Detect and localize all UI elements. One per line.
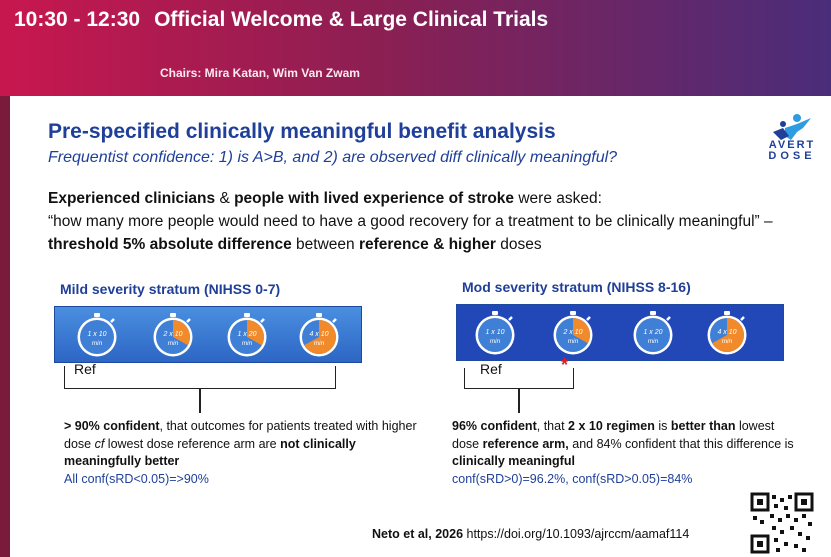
- timer-icon: 1 x 20 min: [633, 311, 673, 355]
- para-text-2: were asked:: [514, 190, 602, 207]
- session-chairs: Chairs: Mira Katan, Wim Van Zwam: [160, 66, 360, 80]
- qr-code-icon[interactable]: [750, 492, 814, 554]
- mild-bracket: [64, 366, 336, 389]
- timer-icon: 1 x 10 min: [475, 311, 515, 355]
- mild-note-text-2: lowest dose reference arm are: [104, 436, 281, 451]
- mild-note-bold-1: > 90% confident: [64, 419, 160, 433]
- slide-headline: Pre-specified clinically meaningful bene…: [48, 120, 556, 143]
- session-title: 10:30 - 12:30 Official Welcome & Large Cl…: [14, 8, 548, 32]
- mild-note-bold-2: not clinically meaningfully better: [64, 436, 356, 469]
- mod-note-text-1: , that: [536, 419, 569, 433]
- mod-bracket: [464, 368, 574, 389]
- logo-text: AVERT DOSE: [762, 140, 822, 162]
- timer-label: 4 x 10: [309, 331, 328, 338]
- avert-dose-logo-icon: [773, 114, 811, 140]
- para-text-1: &: [215, 190, 235, 207]
- timer-icon: 1 x 10 min: [77, 313, 117, 357]
- slide-subhead: Frequentist confidence: 1) is A>B, and 2…: [48, 149, 618, 166]
- timer-label: 2 x 10: [562, 329, 582, 336]
- timer-unit: min: [722, 338, 733, 345]
- mod-stratum-title: Mod severity stratum (NIHSS 8-16): [462, 279, 691, 295]
- mild-stratum-title: Mild severity stratum (NIHSS 0-7): [60, 281, 281, 297]
- timer-icon: 4 x 10 min: [707, 311, 747, 355]
- timer-label: 4 x 10: [717, 329, 736, 336]
- mild-note: > 90% confident, that outcomes for patie…: [64, 418, 424, 488]
- mod-note-bold-5: clinically meaningful: [452, 454, 575, 468]
- timer-icon: 1 x 20 min: [227, 313, 267, 357]
- mod-note-bold-2: 2 x 10 regimen: [568, 419, 655, 433]
- mild-timer-bar: 1 x 10 min 2 x 10 min 1 x 20 min 4 x 10 min: [54, 306, 362, 363]
- timer-label: 1 x 20: [643, 329, 662, 336]
- session-banner: 10:30 - 12:30 Official Welcome & Large Cl…: [0, 0, 831, 96]
- timer-unit: min: [92, 340, 103, 347]
- timer-label: 1 x 10: [485, 329, 504, 336]
- intro-paragraph: Experienced clinicians & people with liv…: [48, 187, 808, 256]
- timer-unit: min: [314, 340, 325, 347]
- mild-bracket-stem: [199, 389, 201, 413]
- para-bold-2: people with lived experience of stroke: [234, 190, 515, 207]
- mild-ref-label: Ref: [74, 361, 96, 377]
- timer-label: 1 x 10: [87, 331, 106, 338]
- significance-star: *: [561, 355, 569, 375]
- timer-label: 1 x 20: [237, 331, 256, 338]
- logo-line-2: DOSE: [768, 150, 816, 162]
- mod-ref-label: Ref: [480, 361, 502, 377]
- citation: Neto et al, 2026 https://doi.org/10.1093…: [372, 527, 689, 541]
- timer-unit: min: [242, 340, 253, 347]
- para-bold-1: Experienced clinicians: [48, 190, 216, 207]
- mod-note-bold-1: 96% confident: [452, 419, 537, 433]
- mod-timer-bar: 1 x 10 min 2 x 10 min 1 x 20 min 4 x 10 min: [456, 304, 784, 361]
- mild-note-stat: All conf(sRD<0.05)=>90%: [64, 471, 209, 486]
- timer-icon: 2 x 10 min: [153, 313, 193, 357]
- mod-note-text-4: and 84% confident that this difference i…: [568, 436, 794, 451]
- mod-note-bold-4: reference arm,: [482, 436, 569, 451]
- para-bold-3: threshold 5% absolute difference: [48, 236, 292, 253]
- citation-link[interactable]: https://doi.org/10.1093/ajrccm/aamaf114: [463, 527, 690, 541]
- timer-unit: min: [490, 338, 501, 345]
- timer-label: 2 x 10: [162, 331, 182, 338]
- mod-note: 96% confident, that 2 x 10 regimen is be…: [452, 418, 802, 488]
- slide-content: Pre-specified clinically meaningful bene…: [10, 96, 831, 557]
- mod-note-text-3: lowest dose: [452, 419, 775, 451]
- timer-unit: min: [568, 338, 579, 345]
- timer-icon: 2 x 10 min: [553, 311, 593, 355]
- para-text-5: doses: [495, 236, 542, 253]
- mod-note-text-2: is: [654, 419, 671, 433]
- session-time: 10:30 - 12:30: [14, 8, 141, 31]
- timer-unit: min: [168, 340, 179, 347]
- mod-note-stat: conf(sRD>0)=96.2%, conf(sRD>0.05)=84%: [452, 471, 693, 486]
- timer-icon: 4 x 10 min: [299, 313, 339, 357]
- mild-note-italic: cf: [94, 436, 105, 451]
- timer-unit: min: [648, 338, 659, 345]
- para-text-4: between: [291, 236, 359, 253]
- para-text-3: “how many more people would need to have…: [48, 213, 773, 230]
- mod-bracket-stem: [518, 389, 520, 413]
- session-name: Official Welcome & Large Clinical Trials: [154, 8, 549, 31]
- citation-authors: Neto et al, 2026: [372, 527, 464, 541]
- mod-note-bold-3: better than: [670, 419, 736, 433]
- mild-note-text-1: , that outcomes for patients treated wit…: [64, 419, 417, 451]
- para-bold-4: reference & higher: [358, 236, 496, 253]
- logo-line-1: AVERT: [768, 139, 816, 151]
